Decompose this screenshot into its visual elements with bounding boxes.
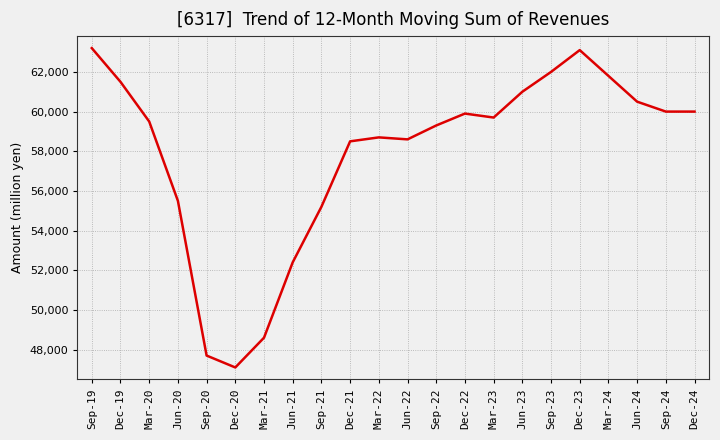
Y-axis label: Amount (million yen): Amount (million yen) [11, 142, 24, 273]
Title: [6317]  Trend of 12-Month Moving Sum of Revenues: [6317] Trend of 12-Month Moving Sum of R… [177, 11, 609, 29]
